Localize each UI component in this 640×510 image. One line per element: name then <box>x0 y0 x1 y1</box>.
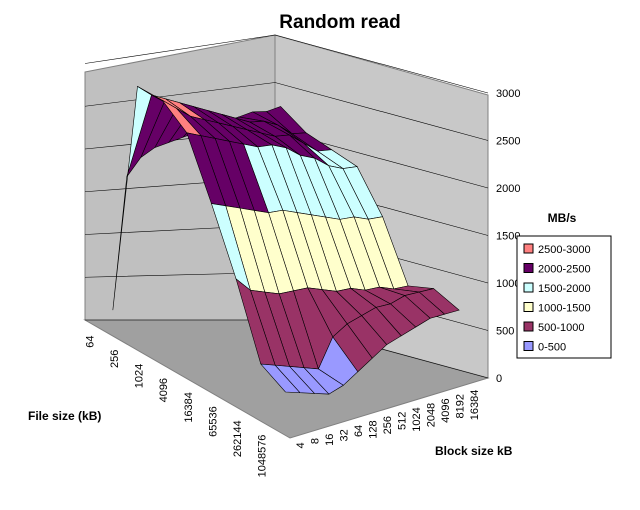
legend-box <box>516 235 612 359</box>
file-size-tick-label: 16384 <box>183 392 195 423</box>
legend-swatch <box>523 302 534 312</box>
file-size-tick-label: 1048576 <box>257 435 269 478</box>
legend-entry-label: 1000-1500 <box>538 303 591 315</box>
block-size-axis-ticks: 48 16 32 64 128 256 512 1024 2048 4096 8192 16384 <box>295 390 481 449</box>
file-size-tick-label: 256 <box>109 350 121 368</box>
legend-swatch <box>523 282 534 293</box>
file-size-tick-label: 1024 <box>134 364 146 388</box>
block-size-axis-label: Block size kB <box>435 444 513 458</box>
legend: 2500-3000 2000-2500 1500-2000 1000-1500 500-… <box>523 243 591 354</box>
block-size-tick-label: 512 <box>397 412 409 430</box>
legend-entry-label: 500-1000 <box>538 322 585 334</box>
block-size-tick-label: 32 <box>338 429 350 441</box>
block-size-tick-label: 4096 <box>440 398 452 422</box>
block-size-tick-label: 64 <box>353 425 365 437</box>
block-size-tick-label: 2048 <box>426 403 438 427</box>
z-tick-label: 2000 <box>496 183 520 195</box>
block-size-tick-label: 8192 <box>455 394 467 418</box>
legend-entry-label: 2000-2500 <box>538 264 591 276</box>
file-size-axis-ticks: 64 256 1024 4096 16384 65536 262144 1048576 <box>84 335 268 477</box>
z-tick-label: 3000 <box>496 88 520 100</box>
legend-swatch <box>523 243 534 254</box>
surface <box>112 85 460 395</box>
z-axis-ticks: 0 500 1000 1500 2000 2500 3000 <box>496 88 520 385</box>
file-size-tick-label: 4096 <box>158 378 170 402</box>
file-size-tick-label: 64 <box>84 335 96 347</box>
legend-swatch <box>523 341 534 351</box>
z-tick-label: 2500 <box>496 136 520 148</box>
z-tick-label: 500 <box>496 326 514 338</box>
legend-swatch <box>523 263 534 273</box>
z-tick-label: 0 <box>496 373 502 385</box>
chart-title: Random read <box>279 12 400 33</box>
z-tick-label: 1500 <box>496 231 520 243</box>
z-gridline <box>84 34 489 94</box>
surface-cell <box>260 363 301 394</box>
block-size-tick-label: 4 <box>295 442 307 448</box>
block-size-tick-label: 256 <box>382 416 394 434</box>
legend-swatch <box>523 321 534 332</box>
z-tick-label: 1000 <box>496 278 520 290</box>
block-size-tick-label: 1024 <box>411 407 423 431</box>
legend-entry-label: 0-500 <box>538 342 566 354</box>
block-size-tick-label: 16 <box>324 434 336 446</box>
block-size-tick-label: 8 <box>309 438 321 444</box>
file-size-tick-label: 65536 <box>207 406 219 437</box>
block-size-tick-label: 16384 <box>469 390 481 421</box>
file-size-tick-label: 262144 <box>232 420 244 457</box>
block-size-tick-label: 128 <box>367 420 379 438</box>
z-axis-label: MB/s <box>548 211 577 225</box>
legend-entry-label: 2500-3000 <box>538 244 591 256</box>
legend-entry-label: 1500-2000 <box>538 283 591 295</box>
file-size-axis-label: File size (kB) <box>28 409 101 423</box>
